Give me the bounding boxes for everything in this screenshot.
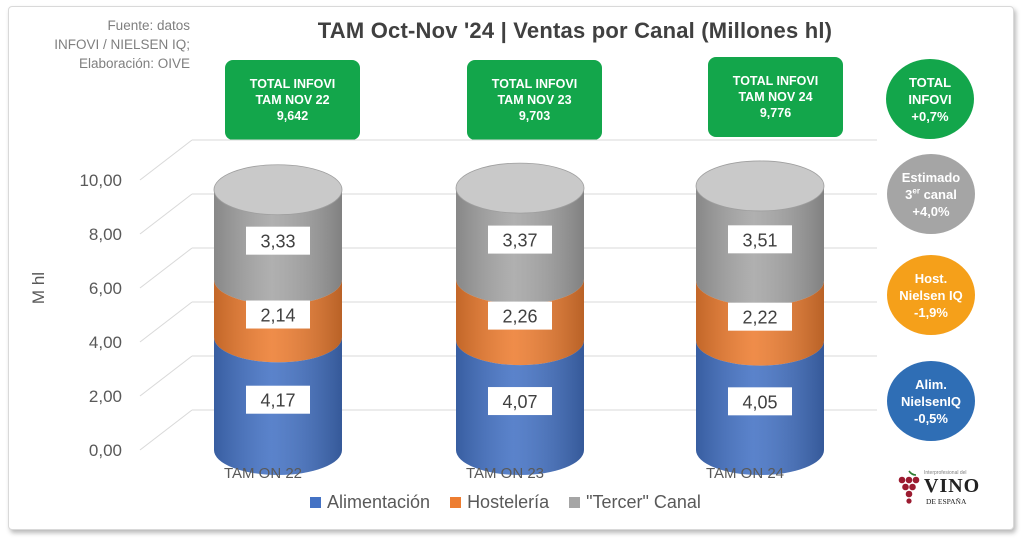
change-value: +4,0%	[912, 203, 950, 219]
data-label: 3,33	[260, 232, 295, 252]
grid-line-diag	[139, 409, 193, 451]
change-line-sup: er	[912, 186, 920, 196]
legend: Alimentación Hostelería "Tercer" Canal	[310, 492, 790, 513]
data-label: 3,37	[502, 231, 537, 251]
bar-top-cap	[213, 164, 343, 216]
logo-text: DE ESPAÑA	[926, 497, 967, 506]
legend-item-tercer: "Tercer" Canal	[569, 492, 701, 513]
change-line-part: canal	[919, 186, 957, 202]
data-label: 4,07	[502, 392, 537, 412]
y-tick-label: 0,00	[89, 441, 122, 460]
data-label: 2,26	[502, 307, 537, 327]
change-line-part: 3	[905, 186, 913, 202]
legend-swatch	[569, 497, 581, 508]
chart-title: TAM Oct-Nov '24 | Ventas por Canal (Mill…	[317, 18, 833, 43]
total-label: TOTAL INFOVI	[491, 77, 578, 91]
grid-line-diag	[139, 301, 193, 343]
data-label-box	[488, 301, 552, 330]
grid-line-diag	[139, 247, 193, 289]
total-period: TAM NOV 22	[255, 93, 330, 107]
y-tick-label: 8,00	[89, 225, 122, 244]
x-tick-label: TAM ON 22	[224, 465, 302, 482]
legend-label: Hostelería	[467, 492, 550, 512]
total-period: TAM NOV 23	[497, 93, 572, 107]
data-label-box	[246, 300, 310, 329]
data-label-box	[728, 225, 792, 254]
change-line: INFOVI	[908, 91, 952, 107]
grid-line-diag	[139, 355, 193, 397]
change-circle-tercer: Estimado 3er canal +4,0%	[887, 154, 975, 234]
y-tick-label: 2,00	[89, 387, 122, 406]
total-value: 9,642	[276, 109, 309, 123]
total-value: 9,776	[759, 106, 792, 120]
x-tick-label: TAM ON 23	[466, 465, 544, 482]
bar-top-cap	[455, 162, 585, 214]
change-line: Host.	[914, 270, 948, 286]
data-label: 2,14	[260, 306, 295, 326]
legend-swatch	[450, 497, 462, 508]
total-box-24: TOTAL INFOVI TAM NOV 24 9,776	[708, 57, 843, 137]
change-line: 3er canal	[905, 186, 957, 203]
change-line: NielsenIQ	[901, 393, 961, 409]
source-line: Fuente: datos	[107, 18, 190, 33]
grid-line-diag	[139, 193, 193, 235]
change-line: Estimado	[901, 169, 961, 185]
y-tick-label: 6,00	[89, 279, 122, 298]
total-box-23: TOTAL INFOVI TAM NOV 23 9,703	[467, 60, 602, 140]
bar-top-cap	[695, 160, 825, 212]
grid-line-diag	[139, 139, 193, 181]
change-value: +0,7%	[911, 108, 949, 124]
data-label-layer: 4,17 2,14 3,33 4,07 2,26 3,37 4,05 2,22 3,51	[246, 225, 792, 416]
legend-label: Alimentación	[327, 492, 431, 512]
legend-item-alimentacion: Alimentación	[310, 492, 430, 513]
data-label-box	[488, 225, 552, 254]
data-label-box	[728, 302, 792, 331]
legend-item-hosteleria: Hostelería	[450, 492, 549, 513]
grape-icon	[898, 470, 920, 504]
data-label-box	[728, 387, 792, 416]
change-circle-hosteleria: Host. Nielsen IQ -1,9%	[887, 255, 975, 335]
logo-text: Interprofesional del	[924, 470, 967, 476]
x-tick-layer: TAM ON 22 TAM ON 23 TAM ON 24	[224, 465, 784, 482]
change-value: -1,9%	[914, 304, 948, 320]
change-value: -0,5%	[914, 410, 948, 426]
data-label-box	[246, 226, 310, 255]
total-label: TOTAL INFOVI	[249, 77, 336, 91]
data-label: 2,22	[742, 308, 777, 328]
source-line: Elaboración: OIVE	[78, 56, 190, 71]
data-label-box	[488, 387, 552, 416]
total-period: TAM NOV 24	[738, 90, 813, 104]
y-tick-label: 10,00	[79, 171, 122, 190]
source-note: Fuente: datos INFOVI / NIELSEN IQ; Elabo…	[22, 16, 190, 73]
x-tick-label: TAM ON 24	[706, 465, 784, 482]
data-label: 4,17	[260, 391, 295, 411]
legend-label: "Tercer" Canal	[586, 492, 701, 512]
data-label: 4,05	[742, 392, 777, 412]
vino-de-espana-logo: Interprofesional del VINO DE ESPAÑA	[896, 468, 996, 518]
logo-text: VINO	[924, 475, 981, 497]
change-circle-alimentacion: Alim. NielsenIQ -0,5%	[887, 361, 975, 441]
data-label-box	[246, 385, 310, 414]
change-circle-total: TOTAL INFOVI +0,7%	[886, 59, 974, 139]
total-value: 9,703	[518, 109, 551, 123]
y-tick-layer: 0,00 2,00 4,00 6,00 8,00 10,00	[79, 171, 122, 460]
total-box-22: TOTAL INFOVI TAM NOV 22 9,642	[225, 60, 360, 140]
change-line: Nielsen IQ	[899, 287, 963, 303]
y-tick-label: 4,00	[89, 333, 122, 352]
change-line: Alim.	[915, 376, 947, 392]
legend-swatch	[310, 497, 321, 508]
data-label: 3,51	[742, 230, 777, 250]
total-label: TOTAL INFOVI	[732, 74, 819, 88]
change-line: TOTAL	[908, 74, 952, 90]
source-line: INFOVI / NIELSEN IQ;	[54, 37, 190, 52]
